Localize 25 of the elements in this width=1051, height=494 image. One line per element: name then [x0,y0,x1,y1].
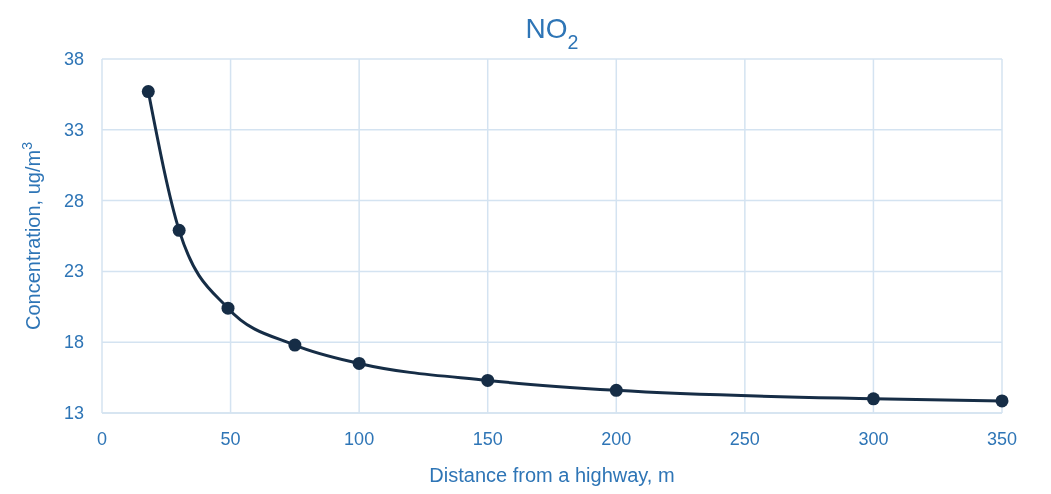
x-tick-label: 250 [729,429,760,449]
x-tick-label: 100 [344,429,375,449]
point [866,392,880,406]
point [481,373,495,387]
point [352,356,366,370]
x-axis-title: Distance from a highway, m [429,464,675,486]
point [172,223,186,237]
point [609,383,623,397]
y-tick-label: 38 [63,49,84,69]
y-tick-label: 28 [63,190,84,211]
x-tick-label: 350 [986,429,1018,449]
x-tick-label: 50 [220,429,241,449]
point [995,394,1009,408]
point [221,301,235,315]
x-tick-label: 200 [601,429,632,449]
y-tick-label: 13 [63,403,84,423]
point [288,338,302,352]
y-tick-label: 18 [63,332,84,353]
x-tick-label: 0 [96,429,108,449]
x-tick-label: 150 [472,429,503,449]
y-tick-label: 33 [63,119,84,140]
x-tick-label: 300 [858,429,889,449]
y-tick-label: 23 [63,261,84,282]
chart-title: NO$_{2}$ [525,13,579,53]
point [141,85,155,99]
